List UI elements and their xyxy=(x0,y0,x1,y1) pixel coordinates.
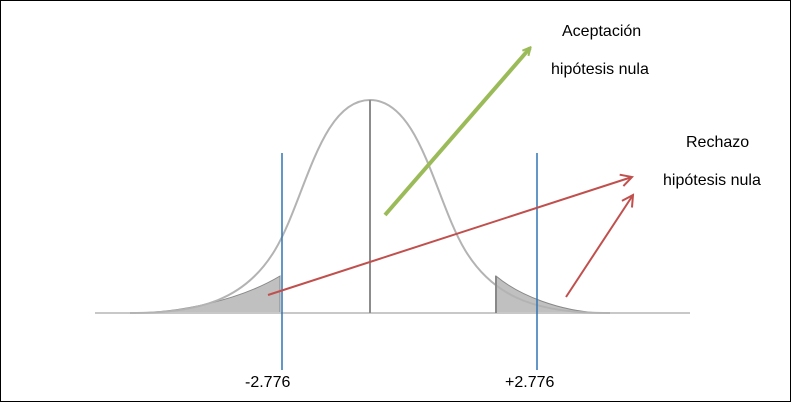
rejection-label-line1: Rechazo xyxy=(686,134,750,151)
acceptance-label-line1: Aceptación xyxy=(562,23,642,40)
right-critical-value: +2.776 xyxy=(505,374,555,391)
acceptance-arrow xyxy=(383,48,530,217)
acceptance-label-line2: hipótesis nula xyxy=(551,61,649,78)
rejection-label-line2: hipótesis nula xyxy=(663,172,761,189)
left-critical-value: -2.776 xyxy=(245,374,291,391)
rejection-arrow-from-left-tail xyxy=(267,177,632,296)
rejection-arrow-from-right-tail xyxy=(565,195,633,298)
left-rejection-tail xyxy=(129,275,281,314)
